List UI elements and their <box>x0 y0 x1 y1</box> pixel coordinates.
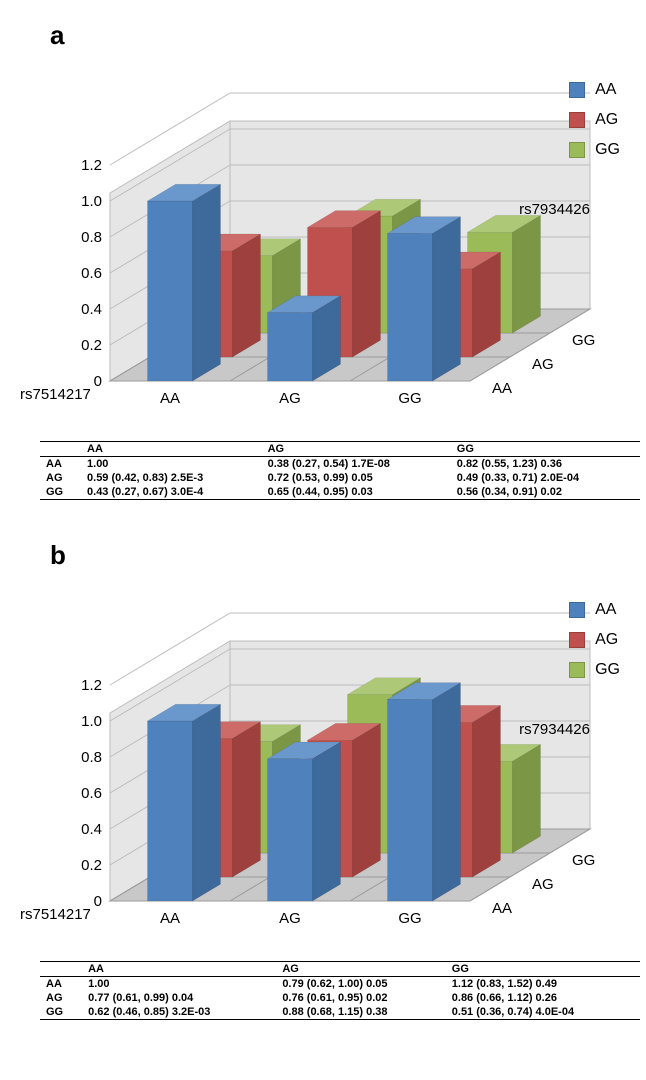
svg-text:0.6: 0.6 <box>81 785 102 802</box>
chart-container: 0 0.2 0.4 0.6 0.8 1.0 1.2 AA AG GG AA AG GG AA AG GG rs7… <box>20 61 620 441</box>
chart-3d-bar: 0 0.2 0.4 0.6 0.8 1.0 1.2 AA AG GG AA AG GG <box>20 61 620 441</box>
legend-item: AA <box>569 601 620 619</box>
svg-text:AG: AG <box>279 390 301 407</box>
table-cell: 0.79 (0.62, 1.00) 0.05 <box>276 977 445 992</box>
svg-text:AA: AA <box>160 390 180 407</box>
table-header-cell: AG <box>262 442 451 457</box>
svg-text:0.4: 0.4 <box>81 301 102 318</box>
table-cell: 0.76 (0.61, 0.95) 0.02 <box>276 991 445 1005</box>
legend-label: AG <box>595 111 618 129</box>
legend-item: GG <box>569 661 620 679</box>
figure-panel-a: a00.20.40.60.81.01.2AAAGGGAAAGGGAAAGGGrs… <box>20 20 626 500</box>
stats-table: AAAGGGAA1.000.38 (0.27, 0.54) 1.7E-080.8… <box>40 441 640 500</box>
panel-label: a <box>50 20 626 51</box>
svg-text:AG: AG <box>532 356 554 373</box>
svg-text:AG: AG <box>279 910 301 927</box>
legend-label: AA <box>595 81 616 99</box>
table-cell: AG <box>40 471 81 485</box>
legend-swatch <box>569 632 585 648</box>
figure-panel-b: b00.20.40.60.81.01.2AAAGGGAAAGGGAAAGGGrs… <box>20 540 626 1020</box>
legend-item: AA <box>569 81 620 99</box>
table-cell: 0.56 (0.34, 0.91) 0.02 <box>451 485 640 500</box>
chart-container: 0 0.2 0.4 0.6 0.8 1.0 1.2 AA AG GG AA AG GG AA AG GG rs7… <box>20 581 620 961</box>
table-cell: 0.86 (0.66, 1.12) 0.26 <box>446 991 640 1005</box>
table-cell: 1.00 <box>82 977 276 992</box>
svg-text:0.8: 0.8 <box>81 749 102 766</box>
svg-text:GG: GG <box>398 390 421 407</box>
table-header-cell: AG <box>276 962 445 977</box>
table-header-cell <box>40 962 82 977</box>
table-cell: 0.88 (0.68, 1.15) 0.38 <box>276 1005 445 1020</box>
table-cell: 0.72 (0.53, 0.99) 0.05 <box>262 471 451 485</box>
legend-label: GG <box>595 661 620 679</box>
legend: AA AG GG <box>569 601 620 691</box>
svg-text:1.0: 1.0 <box>81 193 102 210</box>
table-cell: 0.51 (0.36, 0.74) 4.0E-04 <box>446 1005 640 1020</box>
table-header-cell: AA <box>82 962 276 977</box>
svg-text:0.6: 0.6 <box>81 265 102 282</box>
table-cell: 1.12 (0.83, 1.52) 0.49 <box>446 977 640 992</box>
legend-label: GG <box>595 141 620 159</box>
svg-text:0.8: 0.8 <box>81 229 102 246</box>
legend-swatch <box>569 112 585 128</box>
panel-label: b <box>50 540 626 571</box>
svg-text:0.4: 0.4 <box>81 821 102 838</box>
x-axis-title: rs7514217 <box>20 386 91 403</box>
table-cell: 0.49 (0.33, 0.71) 2.0E-04 <box>451 471 640 485</box>
svg-text:AA: AA <box>160 910 180 927</box>
legend-swatch <box>569 662 585 678</box>
legend: AA AG GG <box>569 81 620 171</box>
chart-3d-bar: 0 0.2 0.4 0.6 0.8 1.0 1.2 AA AG GG AA AG GG <box>20 581 620 961</box>
table-header-cell <box>40 442 81 457</box>
svg-text:1.2: 1.2 <box>81 157 102 174</box>
svg-text:0: 0 <box>94 893 102 910</box>
svg-text:0.2: 0.2 <box>81 337 102 354</box>
table-header-cell: GG <box>446 962 640 977</box>
x-axis-title: rs7514217 <box>20 906 91 923</box>
legend-item: GG <box>569 141 620 159</box>
z-axis-title: rs7934426 <box>519 201 590 218</box>
svg-text:GG: GG <box>572 332 595 349</box>
legend-item: AG <box>569 111 620 129</box>
stats-table: AAAGGGAA1.000.79 (0.62, 1.00) 0.051.12 (… <box>40 961 640 1020</box>
svg-text:0.2: 0.2 <box>81 857 102 874</box>
table-cell: 0.59 (0.42, 0.83) 2.5E-3 <box>81 471 262 485</box>
svg-text:AA: AA <box>492 380 512 397</box>
svg-text:AG: AG <box>532 876 554 893</box>
svg-text:1.2: 1.2 <box>81 677 102 694</box>
table-cell: GG <box>40 485 81 500</box>
table-cell: AG <box>40 991 82 1005</box>
table-cell: AA <box>40 977 82 992</box>
table-cell: 0.43 (0.27, 0.67) 3.0E-4 <box>81 485 262 500</box>
table-cell: 0.38 (0.27, 0.54) 1.7E-08 <box>262 457 451 472</box>
table-header-cell: AA <box>81 442 262 457</box>
table-header-cell: GG <box>451 442 640 457</box>
legend-swatch <box>569 142 585 158</box>
legend-swatch <box>569 82 585 98</box>
z-axis-title: rs7934426 <box>519 721 590 738</box>
table-cell: 0.77 (0.61, 0.99) 0.04 <box>82 991 276 1005</box>
svg-text:1.0: 1.0 <box>81 713 102 730</box>
legend-label: AG <box>595 631 618 649</box>
table-cell: 0.65 (0.44, 0.95) 0.03 <box>262 485 451 500</box>
table-cell: GG <box>40 1005 82 1020</box>
table-cell: 0.82 (0.55, 1.23) 0.36 <box>451 457 640 472</box>
svg-text:0: 0 <box>94 373 102 390</box>
legend-swatch <box>569 602 585 618</box>
svg-text:GG: GG <box>398 910 421 927</box>
table-cell: AA <box>40 457 81 472</box>
svg-text:AA: AA <box>492 900 512 917</box>
table-cell: 0.62 (0.46, 0.85) 3.2E-03 <box>82 1005 276 1020</box>
legend-item: AG <box>569 631 620 649</box>
table-cell: 1.00 <box>81 457 262 472</box>
legend-label: AA <box>595 601 616 619</box>
svg-text:GG: GG <box>572 852 595 869</box>
